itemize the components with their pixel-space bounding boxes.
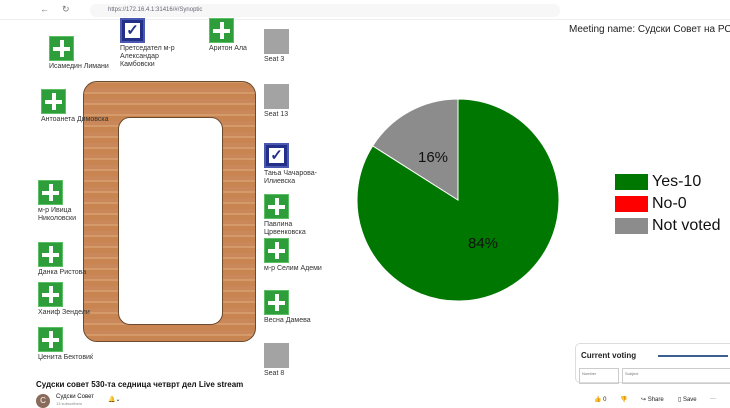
seat-name: м-р Селим Адеми — [264, 265, 322, 272]
legend-no: No-0 — [615, 195, 687, 213]
seat-name: Павлина Црвенковска — [264, 221, 306, 236]
progress-steps — [658, 355, 728, 357]
table-center — [118, 117, 223, 325]
seat-right-6[interactable]: Seat 8 — [264, 343, 334, 378]
seat-name: Seat 8 — [264, 370, 285, 377]
plus-icon — [264, 194, 289, 219]
seat-name: м-р Ивица Николовски — [38, 207, 77, 222]
pie-slice-2 — [372, 98, 459, 201]
like-count: 0 — [603, 397, 607, 403]
seat-name: Џенита Бектовиќ — [38, 354, 94, 361]
seat-top-1[interactable]: Аритон Ала — [209, 18, 279, 53]
seat-name: Тања Чачарова-Илиевска — [264, 170, 317, 185]
seat-right-1[interactable]: Seat 13 — [264, 84, 334, 119]
legend-label: Yes-10 — [652, 173, 702, 190]
seat-left-1[interactable]: Антоанета Димовска — [41, 89, 111, 124]
video-title: Судски совет 530-та седница четврт дел L… — [36, 380, 244, 389]
pie-chart: 84% 16% — [356, 98, 560, 302]
dislike-icon[interactable]: 👎 — [620, 397, 628, 403]
bell-icon[interactable]: 🔔⌄ — [108, 397, 121, 403]
share-label: Share — [647, 397, 664, 403]
plus-icon — [38, 180, 63, 205]
share-button[interactable]: ↪ Share — [641, 397, 664, 403]
checkbox-icon: ✓ — [120, 18, 145, 43]
channel-name[interactable]: Судски Совет — [56, 394, 94, 400]
subscriber-count: 13 subscribers — [56, 401, 83, 406]
plus-icon — [38, 282, 63, 307]
meeting-name: Meeting name: Судски Совет на РС — [569, 24, 730, 35]
save-button[interactable]: ▯ Save — [678, 397, 697, 403]
seat-name: Исамедин Лимани — [49, 63, 109, 70]
data-label-yes: 84% — [468, 235, 498, 252]
seat-right-2[interactable]: ✓ Тања Чачарова-Илиевска — [264, 143, 334, 186]
subject-column: Subject — [622, 368, 730, 384]
seat-right-5[interactable]: Весна Дамева — [264, 290, 334, 325]
seat-left-5[interactable]: Џенита Бектовиќ — [38, 327, 108, 362]
legend-not-voted: Not voted — [615, 217, 720, 235]
plus-icon — [49, 36, 74, 61]
seat-name: Ханиф Зендели — [38, 309, 90, 316]
empty-seat-icon — [264, 343, 289, 368]
legend-label: No-0 — [652, 195, 687, 212]
seat-name: Seat 13 — [264, 111, 289, 118]
seat-left-4[interactable]: Ханиф Зендели — [38, 282, 108, 317]
seat-right-4[interactable]: м-р Селим Адеми — [264, 238, 334, 273]
seat-name: Данка Ристова — [38, 269, 87, 276]
address-bar[interactable]: https://172.16.4.1:31416/#/Synoptic — [90, 4, 560, 17]
seat-name: Весна Дамева — [264, 317, 311, 324]
plus-icon — [41, 89, 66, 114]
seat-left-3[interactable]: Данка Ристова — [38, 242, 108, 277]
current-voting-panel: Current voting Number Subject — [575, 343, 730, 384]
seat-name: Seat 3 — [264, 56, 285, 63]
current-voting-title: Current voting — [581, 351, 637, 360]
plus-icon — [264, 290, 289, 315]
plus-icon — [209, 18, 234, 43]
number-column: Number — [579, 368, 619, 384]
seat-left-0[interactable]: Исамедин Лимани — [49, 36, 119, 71]
more-button[interactable]: ··· — [710, 396, 716, 402]
plus-icon — [264, 238, 289, 263]
seat-left-2[interactable]: м-р Ивица Николовски — [38, 180, 108, 223]
plus-icon — [38, 327, 63, 352]
legend-label: Not voted — [652, 217, 721, 234]
checkbox-icon: ✓ — [264, 143, 289, 168]
like-button[interactable]: 👍 0 — [594, 397, 607, 403]
reload-button[interactable]: ↻ — [62, 4, 70, 14]
seat-right-3[interactable]: Павлина Црвенковска — [264, 194, 334, 237]
plus-icon — [38, 242, 63, 267]
seat-top-0[interactable]: ✓ Претседател м-р Александар Камбовски — [120, 18, 190, 69]
save-label: Save — [682, 397, 697, 403]
empty-seat-icon — [264, 29, 289, 54]
seat-right-0[interactable]: Seat 3 — [264, 29, 334, 64]
seat-name: Аритон Ала — [209, 45, 247, 52]
seat-name: Претседател м-р Александар Камбовски — [120, 45, 175, 68]
data-label-not-voted: 16% — [418, 149, 448, 166]
legend-yes: Yes-10 — [615, 173, 701, 191]
channel-avatar[interactable]: C — [36, 394, 50, 408]
seat-name: Антоанета Димовска — [41, 116, 109, 123]
back-button[interactable]: ← — [40, 4, 49, 14]
empty-seat-icon — [264, 84, 289, 109]
